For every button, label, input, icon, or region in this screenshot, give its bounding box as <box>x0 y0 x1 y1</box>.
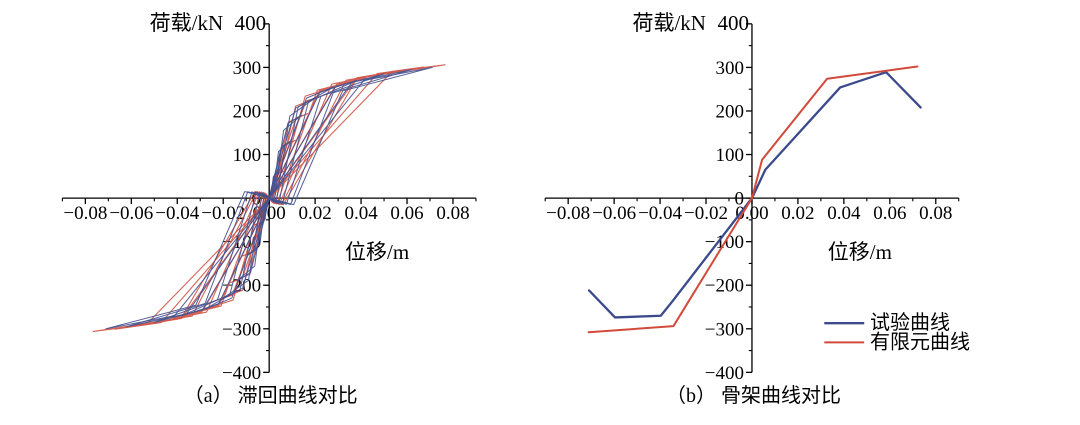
svg-text:−0.06: −0.06 <box>109 203 153 224</box>
svg-text:200: 200 <box>233 101 262 122</box>
svg-text:300: 300 <box>233 58 262 79</box>
svg-text:100: 100 <box>233 145 262 166</box>
svg-text:有限元曲线: 有限元曲线 <box>870 330 970 353</box>
svg-text:0.06: 0.06 <box>873 203 906 224</box>
svg-text:−200: −200 <box>705 276 744 297</box>
svg-text:−400: −400 <box>222 363 261 384</box>
svg-text:−0.08: −0.08 <box>63 203 107 224</box>
svg-text:200: 200 <box>715 101 744 122</box>
svg-text:（a） 滞回曲线对比: （a） 滞回曲线对比 <box>184 384 358 407</box>
svg-text:400: 400 <box>717 11 749 35</box>
svg-text:−0.04: −0.04 <box>155 203 199 224</box>
svg-text:（b） 骨架曲线对比: （b） 骨架曲线对比 <box>666 384 841 407</box>
svg-text:0.08: 0.08 <box>436 203 469 224</box>
svg-text:400: 400 <box>235 11 267 35</box>
svg-text:−300: −300 <box>222 319 261 340</box>
svg-text:−0.08: −0.08 <box>546 203 590 224</box>
svg-text:荷载/kN: 荷载/kN <box>150 11 224 35</box>
svg-text:荷载/kN: 荷载/kN <box>632 11 706 35</box>
svg-text:0.02: 0.02 <box>298 203 331 224</box>
svg-text:0.02: 0.02 <box>781 203 814 224</box>
svg-text:0.06: 0.06 <box>390 203 423 224</box>
svg-text:0.04: 0.04 <box>344 203 378 224</box>
svg-text:300: 300 <box>715 58 744 79</box>
svg-text:100: 100 <box>715 145 744 166</box>
svg-text:0.08: 0.08 <box>919 203 952 224</box>
svg-text:−300: −300 <box>705 319 744 340</box>
svg-text:−0.06: −0.06 <box>592 203 636 224</box>
svg-text:−400: −400 <box>705 363 744 384</box>
svg-text:位移/m: 位移/m <box>345 240 409 264</box>
svg-text:−0.04: −0.04 <box>638 203 682 224</box>
svg-text:−0.02: −0.02 <box>684 203 728 224</box>
svg-text:0.04: 0.04 <box>827 203 861 224</box>
svg-text:位移/m: 位移/m <box>828 240 892 264</box>
